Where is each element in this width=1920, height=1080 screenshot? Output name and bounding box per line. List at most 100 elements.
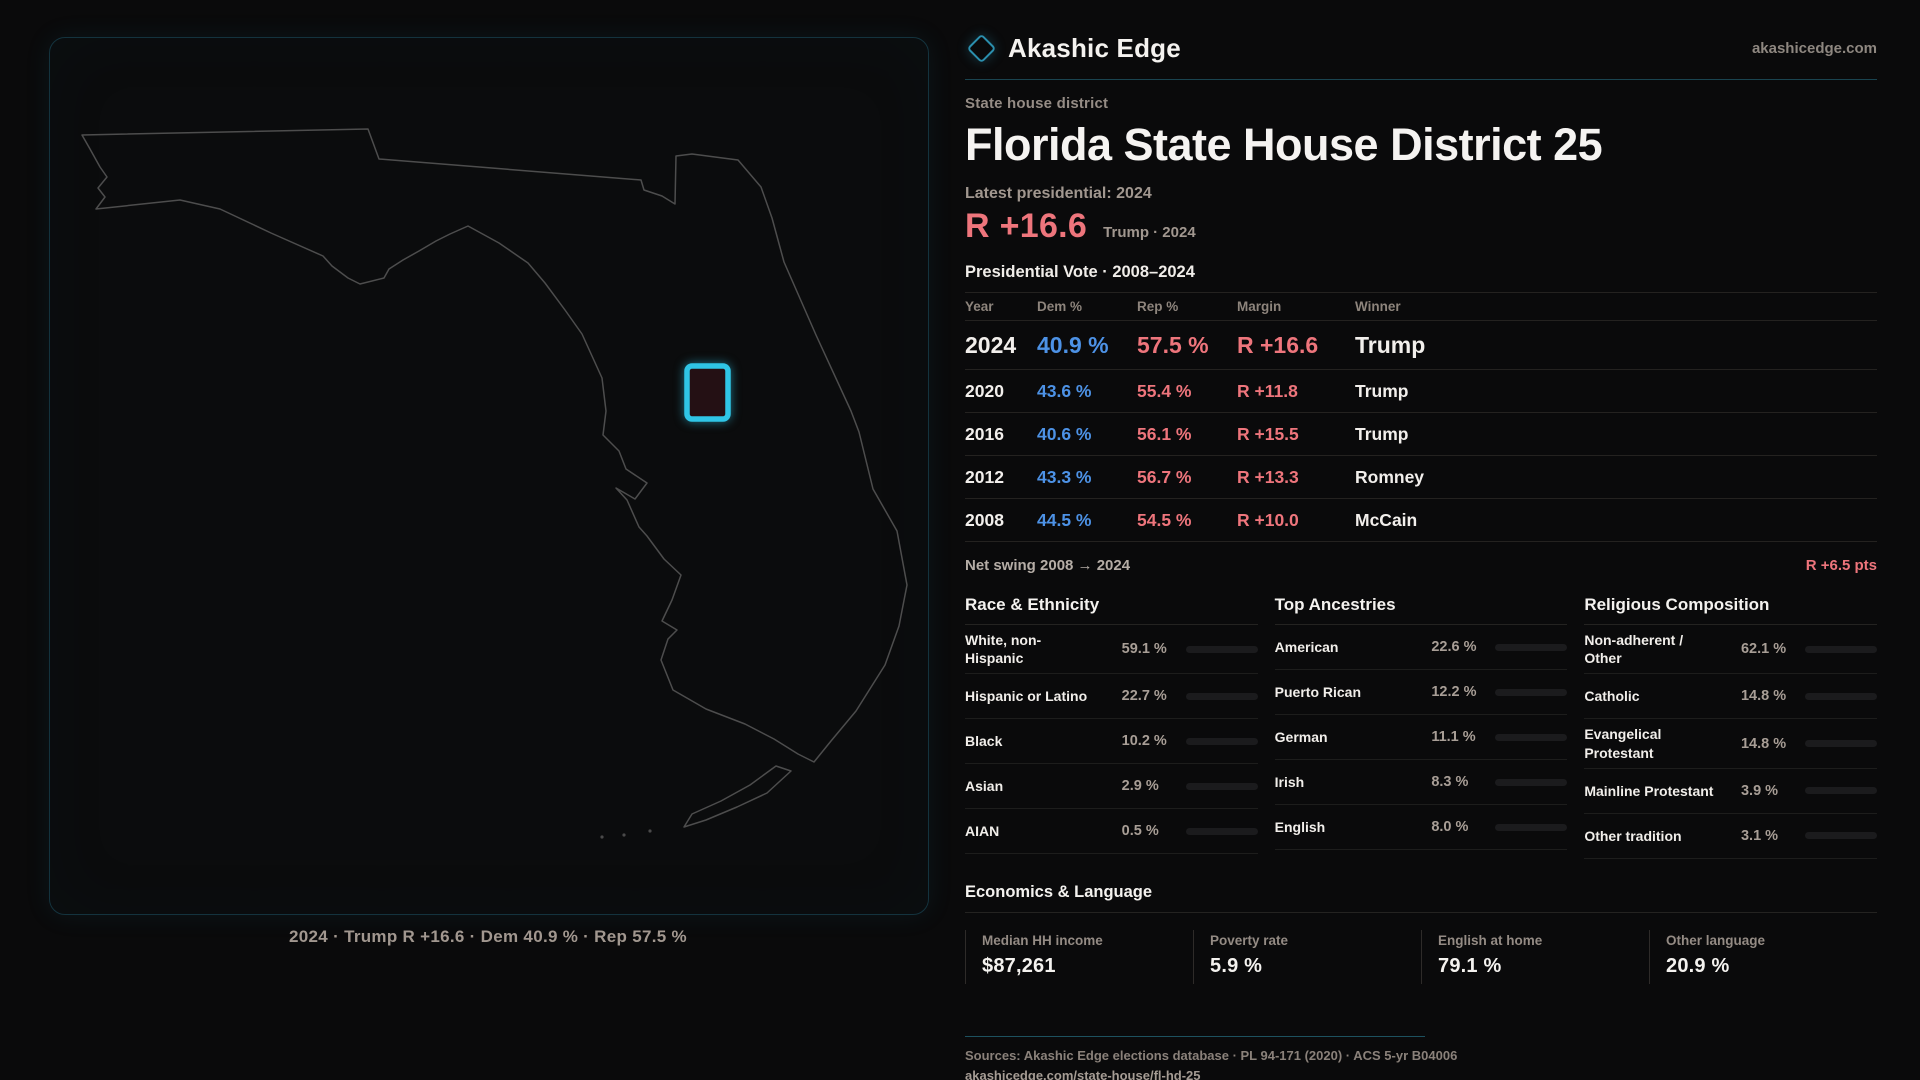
demographic-value: 22.7 % xyxy=(1121,688,1167,705)
net-swing-row: Net swing 2008 → 2024 R +6.5 pts xyxy=(965,557,1877,574)
demographic-value: 8.3 % xyxy=(1431,774,1469,790)
demographics-grid: Race & Ethnicity White, non- Hispanic 59… xyxy=(965,595,1877,859)
demographic-row: Catholic 14.8 % xyxy=(1584,674,1877,720)
cell-winner: Trump xyxy=(1355,331,1426,358)
percent-bar xyxy=(1185,827,1258,835)
cell-dem-pct: 40.6 % xyxy=(1037,423,1092,444)
map-caption: 2024 · Trump R +16.6 · Dem 40.9 % · Rep … xyxy=(289,927,687,946)
demographic-row: Non-adherent / Other 62.1 % xyxy=(1584,625,1877,675)
florida-map-panel xyxy=(49,37,929,915)
section-title: Race & Ethnicity xyxy=(965,595,1258,625)
headline-context: Trump · 2024 xyxy=(1103,224,1196,241)
brand: Akashic Edge xyxy=(965,33,1181,64)
demographic-label: Non-adherent / Other xyxy=(1584,632,1684,667)
net-swing-label: Net swing 2008 → 2024 xyxy=(965,557,1131,574)
cell-dem-pct: 43.6 % xyxy=(1037,380,1092,401)
percent-bar xyxy=(1495,823,1568,831)
cell-winner: Trump xyxy=(1355,380,1409,401)
district-report-panel: Akashic Edge akashicedge.com State house… xyxy=(965,28,1877,1080)
demographic-row: White, non- Hispanic 59.1 % xyxy=(965,625,1258,675)
demographic-value: 22.6 % xyxy=(1431,639,1477,655)
demographic-row: Other tradition 3.1 % xyxy=(1584,814,1877,859)
table-row: 2012 43.3 % 56.7 % R +13.3 Romney xyxy=(965,456,1877,499)
stat-card: English at home 79.1 % xyxy=(1421,929,1649,984)
florida-keys-outline xyxy=(683,765,792,828)
percent-bar xyxy=(1804,787,1877,795)
demographic-value: 2.9 % xyxy=(1121,778,1159,795)
cell-rep-pct: 54.5 % xyxy=(1137,509,1192,530)
section-title: Top Ancestries xyxy=(1274,595,1568,625)
cell-year: 2012 xyxy=(965,466,1004,487)
net-swing-value: R +6.5 pts xyxy=(1805,557,1877,574)
headline-margin-row: R +16.6 Trump · 2024 xyxy=(965,207,1877,246)
eyebrow-label: State house district xyxy=(965,95,1109,112)
col-dem: Dem % xyxy=(1037,299,1083,314)
demographic-label: Asian xyxy=(965,778,1004,795)
percent-bar xyxy=(1185,692,1258,700)
demographic-row: Evangelical Protestant 14.8 % xyxy=(1584,719,1877,769)
florida-map xyxy=(81,128,908,839)
cell-year: 2008 xyxy=(965,509,1004,530)
demographic-value: 12.2 % xyxy=(1431,684,1477,700)
demographic-row: Mainline Protestant 3.9 % xyxy=(1584,769,1877,814)
presidential-vote-table: Year Dem % Rep % Margin Winner 2024 40.9… xyxy=(965,292,1877,542)
stat-card: Other language 20.9 % xyxy=(1649,929,1877,984)
cell-dem-pct: 44.5 % xyxy=(1037,509,1092,530)
demographic-section: Top Ancestries American 22.6 % Puerto Ri… xyxy=(1274,595,1568,859)
cell-year: 2024 xyxy=(965,331,1017,358)
cell-dem-pct: 43.3 % xyxy=(1037,466,1092,487)
demographic-label: English xyxy=(1274,818,1326,835)
percent-bar xyxy=(1495,643,1568,651)
percent-bar xyxy=(1185,737,1258,745)
cell-margin: R +15.5 xyxy=(1237,423,1299,444)
page-title: Florida State House District 25 xyxy=(965,119,1603,170)
demographic-row: American 22.6 % xyxy=(1274,625,1568,670)
district-25-shape xyxy=(684,363,731,422)
demographic-row: Hispanic or Latino 22.7 % xyxy=(965,674,1258,720)
demographic-label: Irish xyxy=(1274,773,1305,790)
demographic-label: Mainline Protestant xyxy=(1584,782,1714,799)
economics-title: Economics & Language xyxy=(965,883,1877,913)
demographic-value: 11.1 % xyxy=(1431,729,1476,745)
stat-label: Poverty rate xyxy=(1210,932,1289,948)
demographic-row: Puerto Rican 12.2 % xyxy=(1274,670,1568,715)
cell-year: 2020 xyxy=(965,380,1004,401)
demographic-value: 8.0 % xyxy=(1431,819,1469,835)
demographic-value: 14.8 % xyxy=(1740,735,1787,752)
col-rep: Rep % xyxy=(1137,299,1179,314)
demographic-row: Asian 2.9 % xyxy=(965,764,1258,810)
table-header-row: Year Dem % Rep % Margin Winner xyxy=(965,293,1877,321)
table-row: 2008 44.5 % 54.5 % R +10.0 McCain xyxy=(965,499,1877,542)
cell-dem-pct: 40.9 % xyxy=(1037,331,1109,358)
demographic-value: 59.1 % xyxy=(1121,641,1167,658)
cell-rep-pct: 56.7 % xyxy=(1137,466,1192,487)
diamond-logo-icon xyxy=(966,33,997,63)
sources-text: Sources: Akashic Edge elections database… xyxy=(965,1047,1458,1063)
percent-bar xyxy=(1185,645,1258,653)
col-margin: Margin xyxy=(1237,299,1282,314)
demographic-row: Irish 8.3 % xyxy=(1274,760,1568,805)
table-row: 2016 40.6 % 56.1 % R +15.5 Trump xyxy=(965,413,1877,456)
demographic-value: 62.1 % xyxy=(1740,641,1787,658)
demographic-section: Race & Ethnicity White, non- Hispanic 59… xyxy=(965,595,1258,859)
cell-margin: R +16.6 xyxy=(1237,331,1319,358)
percent-bar xyxy=(1804,645,1877,653)
col-year: Year xyxy=(965,299,994,314)
cell-margin: R +13.3 xyxy=(1237,466,1299,487)
demographic-row: English 8.0 % xyxy=(1274,805,1568,850)
demographic-row: German 11.1 % xyxy=(1274,715,1568,760)
demographic-label: Puerto Rican xyxy=(1274,683,1362,700)
percent-bar xyxy=(1804,692,1877,700)
percent-bar xyxy=(1185,782,1258,790)
demographic-value: 10.2 % xyxy=(1121,733,1167,750)
stat-value: $87,261 xyxy=(982,954,1056,977)
demographic-label: Other tradition xyxy=(1584,827,1682,844)
demographic-row: AIAN 0.5 % xyxy=(965,809,1258,855)
demographic-value: 3.1 % xyxy=(1740,827,1779,844)
cell-rep-pct: 56.1 % xyxy=(1137,423,1192,444)
demographic-section: Religious Composition Non-adherent / Oth… xyxy=(1584,595,1877,859)
demographic-label: White, non- Hispanic xyxy=(965,632,1042,667)
demographic-label: Black xyxy=(965,733,1003,750)
demographic-label: AIAN xyxy=(965,823,1000,840)
keys-islet-dots xyxy=(600,829,652,839)
